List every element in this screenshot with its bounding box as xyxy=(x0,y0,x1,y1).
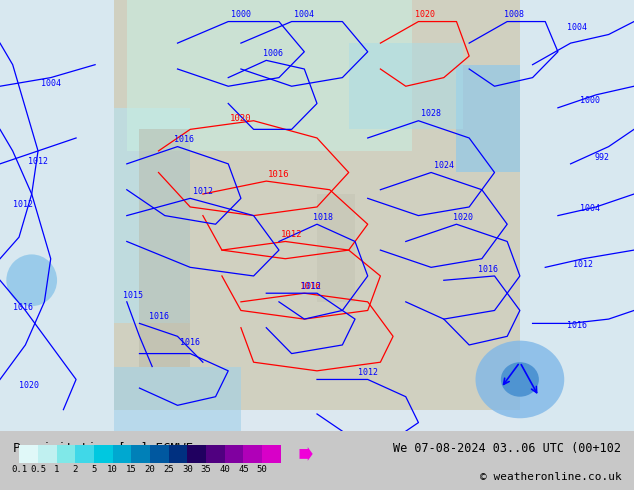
Text: 1006: 1006 xyxy=(262,49,283,58)
Bar xyxy=(349,43,463,129)
Bar xyxy=(139,129,190,367)
Bar xyxy=(131,445,150,463)
Text: 1028: 1028 xyxy=(421,109,441,119)
Text: 1012: 1012 xyxy=(301,282,321,291)
Text: 0.5: 0.5 xyxy=(30,465,46,473)
Bar xyxy=(114,108,190,323)
Text: We 07-08-2024 03..06 UTC (00+102: We 07-08-2024 03..06 UTC (00+102 xyxy=(393,442,621,455)
Text: 45: 45 xyxy=(238,465,249,473)
Text: 1016: 1016 xyxy=(180,338,200,347)
Text: 5: 5 xyxy=(91,465,97,473)
Text: 30: 30 xyxy=(182,465,193,473)
Bar xyxy=(262,445,281,463)
Text: 1004: 1004 xyxy=(41,79,61,88)
Text: 1016: 1016 xyxy=(148,312,169,321)
Bar xyxy=(127,0,412,151)
Bar xyxy=(243,445,262,463)
Text: 2: 2 xyxy=(73,465,78,473)
Bar xyxy=(520,0,634,431)
Text: 1000: 1000 xyxy=(231,10,251,19)
Text: 1012: 1012 xyxy=(13,200,33,209)
Bar xyxy=(114,367,241,431)
Text: 1012: 1012 xyxy=(193,187,213,196)
Ellipse shape xyxy=(501,362,539,397)
Text: 1024: 1024 xyxy=(434,161,454,170)
Text: 1000: 1000 xyxy=(579,97,600,105)
Text: 35: 35 xyxy=(201,465,212,473)
Text: 1015: 1015 xyxy=(123,291,143,299)
Bar xyxy=(0,0,114,431)
Text: 15: 15 xyxy=(126,465,137,473)
Text: Precipitation [mm] ECMWF: Precipitation [mm] ECMWF xyxy=(13,442,193,455)
Text: 0.1: 0.1 xyxy=(11,465,27,473)
Text: 1016: 1016 xyxy=(478,265,498,273)
Text: 1012: 1012 xyxy=(573,260,593,270)
Text: 1016: 1016 xyxy=(300,282,321,291)
Text: 992: 992 xyxy=(595,152,610,162)
Text: 1004: 1004 xyxy=(294,10,314,19)
Text: 20: 20 xyxy=(145,465,155,473)
Text: 1016: 1016 xyxy=(174,135,194,144)
Text: 1004: 1004 xyxy=(579,204,600,213)
Text: 1016: 1016 xyxy=(268,170,290,179)
Text: 1012: 1012 xyxy=(28,157,48,166)
Text: 1020: 1020 xyxy=(19,381,39,390)
Bar xyxy=(188,445,206,463)
Ellipse shape xyxy=(6,254,57,306)
Bar xyxy=(56,445,75,463)
Text: 1008: 1008 xyxy=(503,10,524,19)
Text: © weatheronline.co.uk: © weatheronline.co.uk xyxy=(479,472,621,482)
Bar xyxy=(456,65,520,172)
Text: 1012: 1012 xyxy=(281,230,302,239)
Bar xyxy=(169,445,188,463)
Bar xyxy=(75,445,94,463)
Ellipse shape xyxy=(476,341,564,418)
Text: 1016: 1016 xyxy=(567,321,587,330)
Bar xyxy=(94,445,113,463)
Bar xyxy=(206,445,225,463)
Bar xyxy=(150,445,169,463)
Bar xyxy=(225,445,243,463)
Text: 1: 1 xyxy=(54,465,60,473)
Text: 1012: 1012 xyxy=(358,368,378,377)
Text: 50: 50 xyxy=(257,465,268,473)
Text: 1020: 1020 xyxy=(415,10,435,19)
Bar xyxy=(114,0,520,410)
Text: 1016: 1016 xyxy=(13,303,33,313)
Text: 10: 10 xyxy=(107,465,118,473)
Bar xyxy=(38,445,56,463)
Text: 1020: 1020 xyxy=(453,213,473,222)
Bar xyxy=(19,445,38,463)
Text: 1004: 1004 xyxy=(567,23,587,32)
Text: 1020: 1020 xyxy=(230,114,252,122)
FancyArrow shape xyxy=(299,447,313,461)
Text: 40: 40 xyxy=(219,465,230,473)
Bar xyxy=(113,445,131,463)
Text: 1018: 1018 xyxy=(313,213,333,222)
Text: 25: 25 xyxy=(164,465,174,473)
Bar xyxy=(317,194,355,302)
